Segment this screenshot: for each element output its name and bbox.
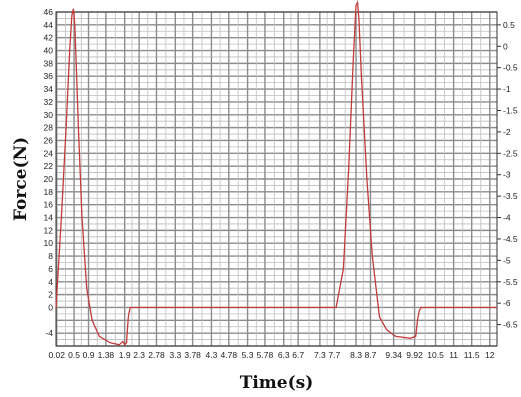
grid xyxy=(56,11,497,347)
x-axis-label: Time(s) xyxy=(240,373,314,393)
y-tick-label: 38 xyxy=(44,58,54,68)
y-tick-label: 16 xyxy=(44,200,54,210)
y-axis-ticks: 4644424038363432302826242220181614121086… xyxy=(44,7,54,338)
y-tick-label: 22 xyxy=(44,161,54,171)
y-tick-label: 12 xyxy=(44,225,54,235)
y-tick-label: 40 xyxy=(44,46,54,56)
y2-tick-label: -0.5 xyxy=(503,63,518,73)
y2-tick-label: -2.5 xyxy=(503,148,518,158)
x-tick-label: 6.3 xyxy=(278,350,290,360)
y-tick-label: 46 xyxy=(44,7,54,17)
plot-frame xyxy=(55,11,498,347)
x-tick-label: 0.9 xyxy=(83,350,95,360)
x-tick-label: 6.7 xyxy=(292,350,304,360)
y2-tick-label: -5.5 xyxy=(503,277,518,287)
y2-tick-label: -3.5 xyxy=(503,191,518,201)
y2-tick-label: -6 xyxy=(503,298,511,308)
y-tick-label: 44 xyxy=(44,20,54,30)
x-tick-label: 7.7 xyxy=(328,350,340,360)
x-axis-ticks: 0.02 0.5 0.9 1.38 1.9 2.3 2.78 3.3 3.78 4.3 4.78 5.… xyxy=(48,350,494,360)
x-tick-label: 0.5 xyxy=(68,350,80,360)
y-tick-label: 6 xyxy=(48,264,53,274)
x-tick-label: 5.3 xyxy=(242,350,254,360)
y-tick-label: 42 xyxy=(44,33,54,43)
y2-tick-label: -2 xyxy=(503,127,511,137)
y-tick-label: 28 xyxy=(44,123,54,133)
x-tick-label: 8.7 xyxy=(365,350,377,360)
y-tick-label: 32 xyxy=(44,97,54,107)
x-tick-label: 11 xyxy=(449,350,458,360)
y-tick-label: 4 xyxy=(48,277,53,287)
x-tick-label: 0.02 xyxy=(48,350,65,360)
x-tick-label: 10.5 xyxy=(427,350,444,360)
y-tick-label: -4 xyxy=(45,328,53,338)
y-tick-label: 2 xyxy=(48,290,53,300)
y-tick-label: 18 xyxy=(44,187,54,197)
y-tick-label: 0 xyxy=(48,302,53,312)
series-layer xyxy=(55,0,497,346)
y-tick-label: 24 xyxy=(44,148,54,158)
y2-tick-label: -4.5 xyxy=(503,234,518,244)
x-tick-label: 9.34 xyxy=(385,350,402,360)
y-tick-label: 34 xyxy=(44,84,54,94)
x-tick-label: 2.78 xyxy=(148,350,165,360)
y2-tick-label: 0.5 xyxy=(503,20,515,30)
x-tick-label: 4.3 xyxy=(206,350,218,360)
y-tick-label: 26 xyxy=(44,135,54,145)
y2-tick-label: 0 xyxy=(503,41,508,51)
y2-axis-ticks: 0.5 0 -0.5 -1 -1.5 -2 -2.5 -3 -3.5 -4 -4.5 -5 -5.5 -6… xyxy=(497,20,518,330)
y2-tick-label: -6.5 xyxy=(503,320,518,330)
x-tick-label: 9.92 xyxy=(406,350,423,360)
x-tick-label: 1.38 xyxy=(98,350,115,360)
x-tick-label: 3.3 xyxy=(169,350,181,360)
x-tick-label: 4.78 xyxy=(221,350,238,360)
x-tick-label: 5.78 xyxy=(257,350,274,360)
x-tick-label: 2.3 xyxy=(133,350,145,360)
y-tick-label: 36 xyxy=(44,71,54,81)
y-tick-label: 8 xyxy=(48,251,53,261)
x-tick-label: 1.9 xyxy=(119,350,131,360)
x-tick-label: 7.3 xyxy=(314,350,326,360)
x-tick-label: 12 xyxy=(485,350,495,360)
y-tick-label: 10 xyxy=(44,238,54,248)
x-tick-label: 8.3 xyxy=(350,350,362,360)
force-series-line xyxy=(55,0,497,346)
y2-tick-label: -4 xyxy=(503,213,511,223)
y2-tick-label: -1 xyxy=(503,84,511,94)
x-tick-label: 11.5 xyxy=(464,350,480,360)
y2-tick-label: -3 xyxy=(503,170,511,180)
x-tick-label: 3.78 xyxy=(184,350,201,360)
y2-tick-label: -1.5 xyxy=(503,105,518,115)
y-tick-label: 14 xyxy=(44,213,54,223)
y-axis-label: Force(N) xyxy=(11,137,31,221)
y-tick-label: 30 xyxy=(44,110,54,120)
y2-tick-label: -5 xyxy=(503,255,511,265)
y-tick-label: 20 xyxy=(44,174,54,184)
